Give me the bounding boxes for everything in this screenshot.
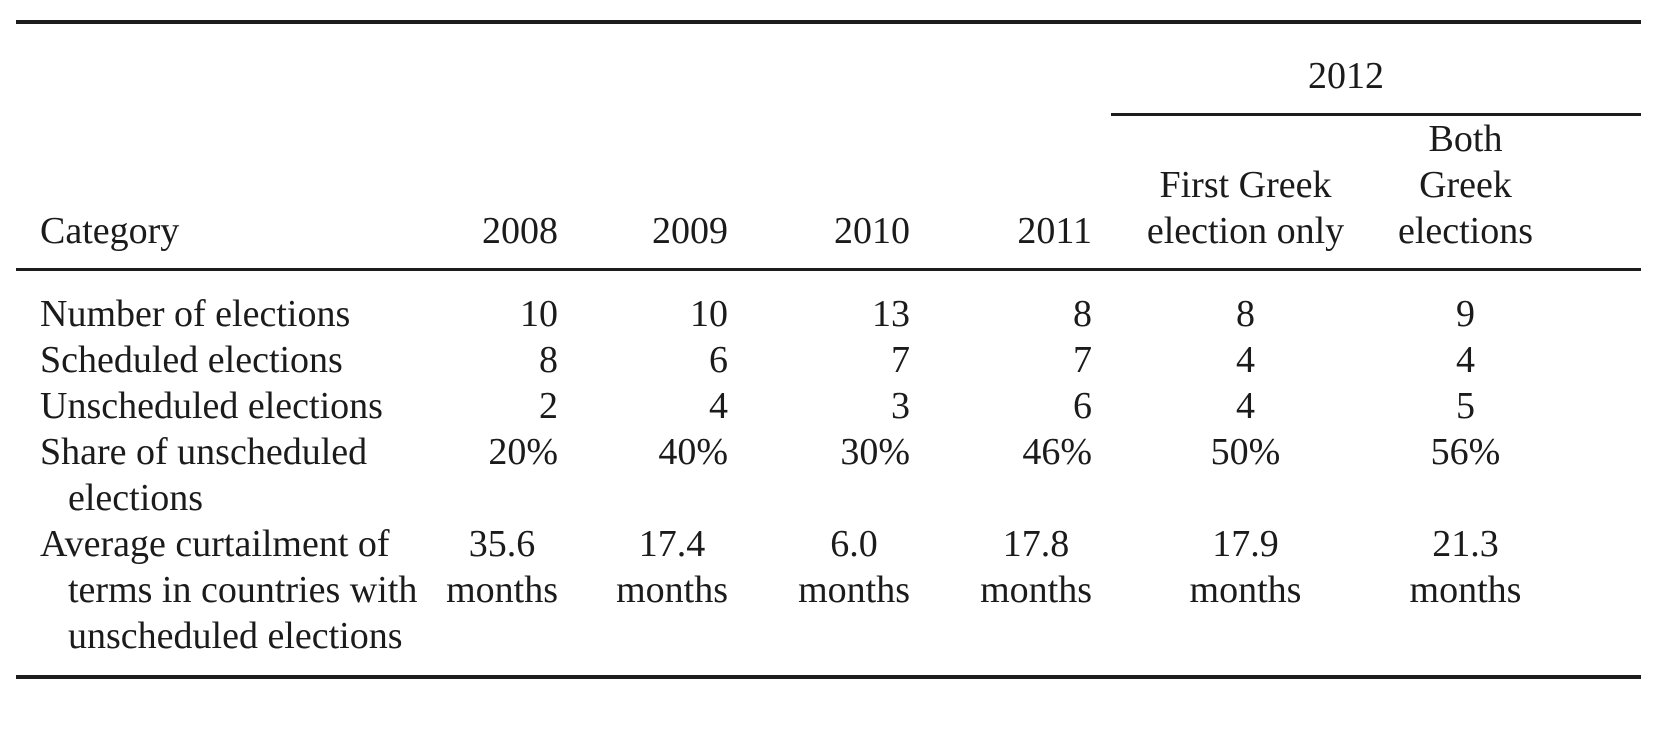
cell-2009: 4 [709, 385, 728, 427]
column-header-2009: 2009 [577, 114, 747, 271]
cell-first-greek: 4 [1236, 339, 1255, 381]
table-row-average-curtailment: Average curtailment of terms in countrie… [16, 521, 1641, 677]
column-header-row: Category 2008 2009 2010 2011 First Greek… [16, 114, 1641, 271]
cell-2010: 6.0 months [747, 521, 929, 677]
cell-2009: 40% [658, 431, 728, 473]
value-with-unit: 21.3 months [1409, 523, 1522, 611]
cell-2009: 6 [709, 339, 728, 381]
cell-2011: 7 [1073, 339, 1092, 381]
column-header-2011: 2011 [929, 114, 1111, 271]
cell-both-greek: 9 [1456, 293, 1475, 335]
cell-2010: 13 [872, 293, 910, 335]
value-with-unit: 17.9 months [1189, 523, 1302, 611]
value-with-unit: 6.0 months [798, 523, 910, 611]
spanner-2012-header: 2012 [1111, 22, 1641, 116]
cell-2008: 8 [539, 339, 558, 381]
cell-both-greek: 5 [1456, 385, 1475, 427]
cell-first-greek: 8 [1236, 293, 1255, 335]
column-header-2008: 2008 [426, 114, 577, 271]
table-row-number-of-elections: Number of elections 10 10 13 8 8 9 [16, 270, 1641, 338]
column-header-2010: 2010 [747, 114, 929, 271]
elections-table: 2012 Category 2008 2009 2010 2011 First … [16, 20, 1641, 679]
column-header-category: Category [16, 114, 426, 271]
row-label: Share of unscheduled elections [40, 431, 368, 519]
cell-both-greek: 56% [1430, 431, 1501, 473]
cell-first-greek: 17.9 months [1111, 521, 1380, 677]
cell-first-greek: 4 [1236, 385, 1255, 427]
cell-2011: 17.8 months [929, 521, 1111, 677]
cell-2009: 17.4 months [577, 521, 747, 677]
value-with-unit: 35.6 months [446, 523, 558, 611]
cell-both-greek: 4 [1456, 339, 1475, 381]
cell-2008: 35.6 months [426, 521, 577, 677]
column-header-first-greek: First Greek election only [1111, 114, 1380, 271]
cell-2010: 3 [891, 385, 910, 427]
table-row-scheduled-elections: Scheduled elections 8 6 7 7 4 4 [16, 337, 1641, 383]
cell-2008: 2 [539, 385, 558, 427]
value-with-unit: 17.8 months [980, 523, 1092, 611]
cell-2011: 8 [1073, 293, 1092, 335]
header-line: First Greek [1159, 164, 1332, 206]
cell-2010: 30% [840, 431, 910, 473]
cell-2011: 6 [1073, 385, 1092, 427]
cell-first-greek: 50% [1210, 431, 1281, 473]
page: 2012 Category 2008 2009 2010 2011 First … [0, 20, 1656, 731]
cell-2010: 7 [891, 339, 910, 381]
row-label: Number of elections [40, 293, 351, 335]
column-header-both-greek: Both Greek elections [1380, 114, 1641, 271]
row-label: Unscheduled elections [40, 385, 383, 427]
spanner-empty-cell [16, 22, 1111, 115]
table-row-unscheduled-elections: Unscheduled elections 2 4 3 6 4 5 [16, 383, 1641, 429]
table-row-share-of-unscheduled: Share of unscheduled elections 20% 40% 3… [16, 429, 1641, 521]
row-label: Average curtailment of terms in countrie… [40, 523, 418, 657]
header-line: Both Greek [1419, 118, 1512, 206]
cell-2008: 10 [520, 293, 558, 335]
cell-2011: 46% [1022, 431, 1092, 473]
cell-2008: 20% [488, 431, 558, 473]
header-line: election only [1146, 210, 1345, 252]
row-label: Scheduled elections [40, 339, 343, 381]
cell-both-greek: 21.3 months [1380, 521, 1641, 677]
spanner-header-row: 2012 [16, 22, 1641, 116]
value-with-unit: 17.4 months [616, 523, 728, 611]
cell-2009: 10 [690, 293, 728, 335]
header-line: elections [1397, 210, 1534, 252]
